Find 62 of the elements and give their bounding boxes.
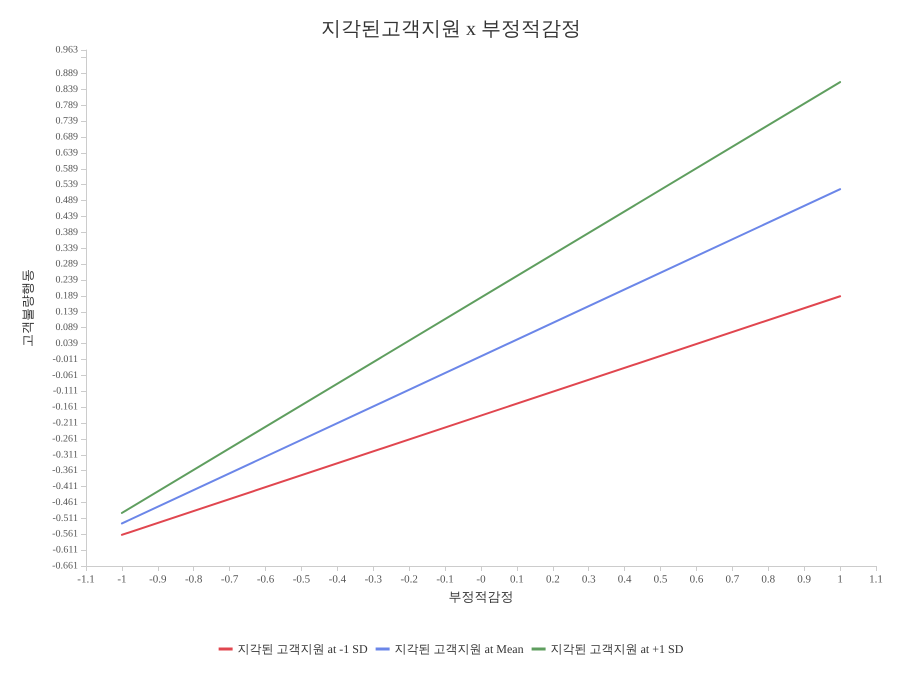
y-tick-label: -0.261 xyxy=(52,433,78,444)
y-tick-label: 0.789 xyxy=(56,100,78,111)
y-tick-label: -0.311 xyxy=(52,449,78,460)
y-tick-label: 0.239 xyxy=(56,274,78,286)
x-tick-label: -0.4 xyxy=(328,574,347,586)
y-tick-label: 0.189 xyxy=(56,290,78,302)
x-tick-label: 0.1 xyxy=(510,574,524,586)
legend-label: 지각된 고객지원 at +1 SD xyxy=(550,642,684,656)
y-tick-label: 0.889 xyxy=(56,68,78,80)
x-tick-label: -0.1 xyxy=(436,574,454,586)
x-tick-label: 0.9 xyxy=(797,574,812,586)
x-tick-label: -1.1 xyxy=(77,574,95,586)
legend-label: 지각된 고객지원 at -1 SD xyxy=(238,642,368,656)
x-tick-label: -0.9 xyxy=(149,574,168,586)
y-tick-label: 0.089 xyxy=(56,322,78,334)
x-axis-title: 부정적감정 xyxy=(448,589,514,604)
y-tick-label: 0.439 xyxy=(56,210,78,222)
y-tick-label: 0.739 xyxy=(56,116,78,127)
x-tick-label: -0.3 xyxy=(364,574,382,586)
chart-title: 지각된고객지원 x 부정적감정 xyxy=(321,18,581,40)
x-tick-label: -0.7 xyxy=(220,574,239,586)
legend-label: 지각된 고객지원 at Mean xyxy=(394,642,524,656)
y-tick-label: 0.639 xyxy=(56,147,78,158)
y-tick-label: 0.963 xyxy=(56,44,78,56)
y-tick-label: 0.339 xyxy=(56,242,78,254)
x-tick-label: 1 xyxy=(837,574,843,586)
y-tick-label: 0.539 xyxy=(56,179,78,190)
y-tick-label: -0.611 xyxy=(52,544,78,556)
y-tick-label: -0.011 xyxy=(52,354,78,365)
x-tick-label: 0.3 xyxy=(582,574,596,586)
y-tick-label: 0.839 xyxy=(56,84,78,95)
y-tick-label: -0.461 xyxy=(52,496,78,508)
x-tick-label: -1 xyxy=(117,574,126,586)
x-tick-label: 0.4 xyxy=(618,574,632,586)
y-tick-label: 0.039 xyxy=(56,338,78,350)
y-tick-label: -0.111 xyxy=(52,386,78,397)
y-tick-label: 0.389 xyxy=(56,226,78,238)
y-tick-label: -0.361 xyxy=(52,465,78,476)
y-tick-label: -0.161 xyxy=(52,402,78,413)
y-tick-label: 0.489 xyxy=(56,195,78,206)
x-tick-label: -0.2 xyxy=(400,574,418,586)
x-tick-label: 0.7 xyxy=(725,574,740,586)
x-tick-label: 0.8 xyxy=(761,574,776,586)
x-tick-label: -0 xyxy=(476,574,486,586)
x-tick-label: 0.5 xyxy=(654,574,668,586)
x-tick-label: 0.6 xyxy=(690,574,704,586)
x-tick-label: -0.6 xyxy=(256,574,275,586)
y-tick-label: 0.139 xyxy=(56,306,78,318)
y-tick-label: -0.511 xyxy=(52,512,78,524)
x-tick-label: 1.1 xyxy=(869,574,883,586)
y-tick-label: -0.411 xyxy=(52,481,78,492)
y-tick-label: -0.061 xyxy=(52,370,78,381)
x-tick-label: 0.2 xyxy=(546,574,560,586)
y-tick-label: -0.211 xyxy=(52,418,78,429)
y-tick-label: 0.689 xyxy=(56,132,78,143)
y-axis-title: 고객불량행동 xyxy=(20,269,35,347)
y-tick-label: -0.561 xyxy=(52,528,78,540)
y-tick-label: 0.289 xyxy=(56,258,78,270)
x-tick-label: -0.8 xyxy=(185,574,203,586)
y-tick-label: 0.589 xyxy=(56,163,78,174)
y-tick-label: -0.661 xyxy=(52,560,78,572)
x-tick-label: -0.5 xyxy=(292,574,311,586)
